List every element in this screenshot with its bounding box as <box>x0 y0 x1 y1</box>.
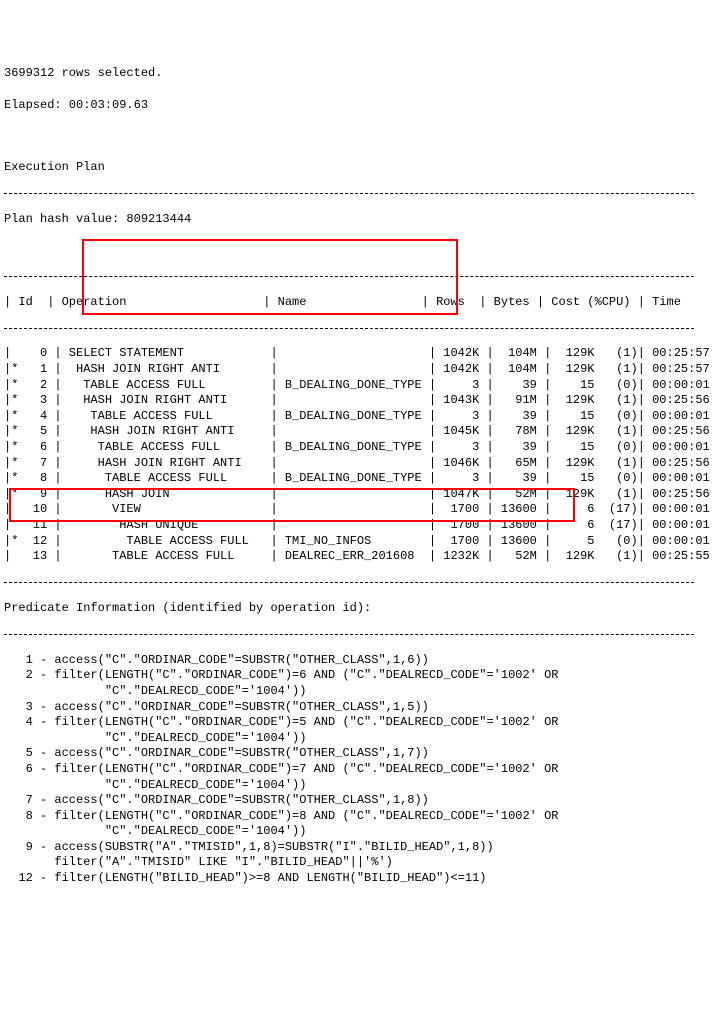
plan-row: |* 6 | TABLE ACCESS FULL | B_DEALING_DON… <box>4 440 713 456</box>
plan-row: |* 7 | HASH JOIN RIGHT ANTI | | 1046K | … <box>4 456 713 472</box>
predicate-header: Predicate Information (identified by ope… <box>4 601 713 617</box>
predicate-line: 7 - access("C"."ORDINAR_CODE"=SUBSTR("OT… <box>4 793 713 809</box>
predicate-line: 1 - access("C"."ORDINAR_CODE"=SUBSTR("OT… <box>4 653 713 669</box>
predicate-line: "C"."DEALRECD_CODE"='1004')) <box>4 684 713 700</box>
predicate-line: filter("A"."TMISID" LIKE "I"."BILID_HEAD… <box>4 855 713 871</box>
predicate-line: "C"."DEALRECD_CODE"='1004')) <box>4 731 713 747</box>
divider <box>4 193 694 194</box>
plan-row: | 10 | VIEW | | 1700 | 13600 | 6 (17)| 0… <box>4 502 713 518</box>
predicate-line: 3 - access("C"."ORDINAR_CODE"=SUBSTR("OT… <box>4 700 713 716</box>
divider <box>4 276 694 277</box>
blank <box>4 129 713 145</box>
plan-table-body: | 0 | SELECT STATEMENT | | 1042K | 104M … <box>4 346 713 564</box>
predicate-line: 4 - filter(LENGTH("C"."ORDINAR_CODE")=5 … <box>4 715 713 731</box>
plan-row: | 13 | TABLE ACCESS FULL | DEALREC_ERR_2… <box>4 549 713 565</box>
predicate-line: 8 - filter(LENGTH("C"."ORDINAR_CODE")=8 … <box>4 809 713 825</box>
plan-row: |* 1 | HASH JOIN RIGHT ANTI | | 1042K | … <box>4 362 713 378</box>
predicate-line: 5 - access("C"."ORDINAR_CODE"=SUBSTR("OT… <box>4 746 713 762</box>
plan-row: |* 8 | TABLE ACCESS FULL | B_DEALING_DON… <box>4 471 713 487</box>
divider <box>4 582 694 583</box>
plan-header-row: | Id | Operation | Name | Rows | Bytes |… <box>4 295 713 311</box>
plan-row: |* 12 | TABLE ACCESS FULL | TMI_NO_INFOS… <box>4 534 713 550</box>
predicate-body: 1 - access("C"."ORDINAR_CODE"=SUBSTR("OT… <box>4 653 713 887</box>
execution-plan-header: Execution Plan <box>4 160 713 176</box>
plan-row: |* 3 | HASH JOIN RIGHT ANTI | | 1043K | … <box>4 393 713 409</box>
predicate-line: 6 - filter(LENGTH("C"."ORDINAR_CODE")=7 … <box>4 762 713 778</box>
plan-hash: Plan hash value: 809213444 <box>4 212 713 228</box>
plan-row: |* 5 | HASH JOIN RIGHT ANTI | | 1045K | … <box>4 424 713 440</box>
predicate-line: 12 - filter(LENGTH("BILID_HEAD")>=8 AND … <box>4 871 713 887</box>
elapsed-time: Elapsed: 00:03:09.63 <box>4 98 713 114</box>
predicate-line: "C"."DEALRECD_CODE"='1004')) <box>4 778 713 794</box>
plan-row: | 11 | HASH UNIQUE | | 1700 | 13600 | 6 … <box>4 518 713 534</box>
rows-selected: 3699312 rows selected. <box>4 66 713 82</box>
blank <box>4 243 713 259</box>
plan-row: |* 9 | HASH JOIN | | 1047K | 52M | 129K … <box>4 487 713 503</box>
plan-row: |* 2 | TABLE ACCESS FULL | B_DEALING_DON… <box>4 378 713 394</box>
divider <box>4 328 694 329</box>
predicate-line: 2 - filter(LENGTH("C"."ORDINAR_CODE")=6 … <box>4 668 713 684</box>
predicate-line: "C"."DEALRECD_CODE"='1004')) <box>4 824 713 840</box>
divider <box>4 634 694 635</box>
predicate-line: 9 - access(SUBSTR("A"."TMISID",1,8)=SUBS… <box>4 840 713 856</box>
plan-row: | 0 | SELECT STATEMENT | | 1042K | 104M … <box>4 346 713 362</box>
plan-row: |* 4 | TABLE ACCESS FULL | B_DEALING_DON… <box>4 409 713 425</box>
